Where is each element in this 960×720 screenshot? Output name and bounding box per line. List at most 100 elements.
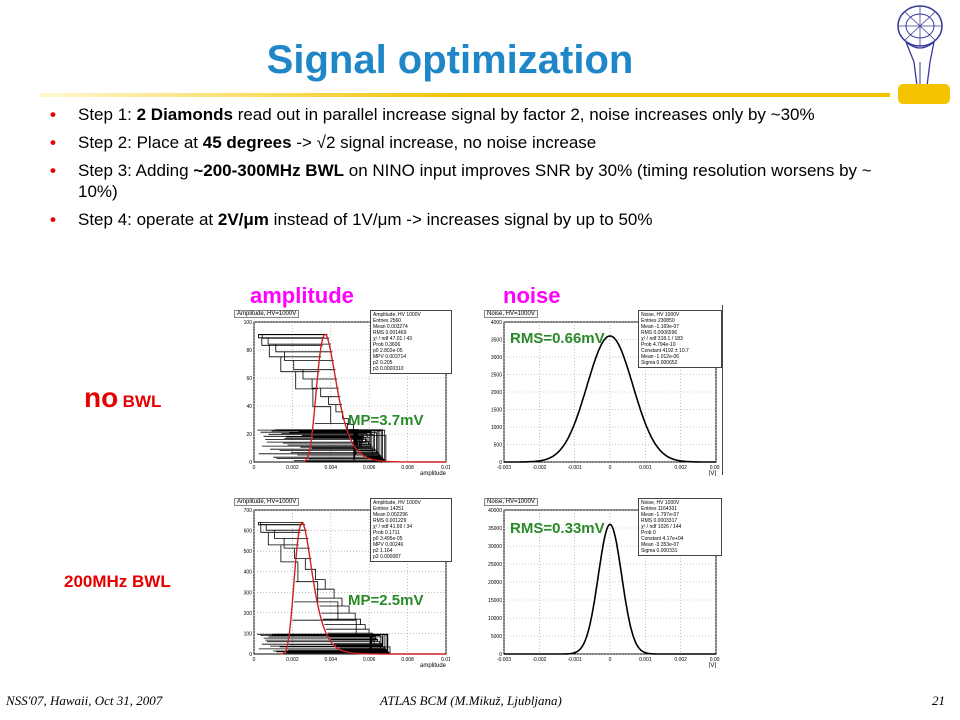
stats-row: p0 3.495e-05 xyxy=(373,536,403,542)
stats-row: p2 0.205 xyxy=(373,360,393,366)
y-tick-label: 200 xyxy=(244,611,253,617)
x-tick-label: 0.01 xyxy=(441,465,450,471)
bwl-row-label: 200MHz BWL xyxy=(64,572,171,591)
x-tick-label: 0 xyxy=(253,465,256,471)
divider-line xyxy=(722,305,723,475)
bullet-dot-icon: • xyxy=(50,161,56,180)
x-tick-label: -0.003 xyxy=(497,657,511,663)
y-tick-label: 25000 xyxy=(488,562,502,568)
stats-row: Noise, HV 1000V xyxy=(641,312,680,318)
y-tick-label: 30000 xyxy=(488,544,502,550)
y-tick-label: 4000 xyxy=(491,320,502,326)
stats-row: Entries 1164331 xyxy=(641,506,678,512)
bullet-list: • Step 1: 2 Diamonds read out in paralle… xyxy=(50,104,910,237)
x-tick-label: 0.006 xyxy=(363,465,376,471)
x-tick-label: 0.002 xyxy=(674,465,687,471)
stats-row: Mean -3.353e-07 xyxy=(641,542,680,548)
noise-plot-bwl: -0.003 -0.002 -0.001 0 0.001 0.002 0.003 0 5000 1… xyxy=(482,496,722,669)
stats-box: Amplitude, HV 1000V Entries 2560 Mean 0.00… xyxy=(370,310,452,374)
x-tick-label: 0.002 xyxy=(286,465,299,471)
x-tick-label: 0.003 xyxy=(710,657,720,663)
x-tick-label: 0 xyxy=(609,657,612,663)
noise-plot-no-bwl: -0.003 -0.002 -0.001 0 0.001 0.002 0.003 0 500 10… xyxy=(482,308,722,477)
y-tick-label: 0 xyxy=(249,460,252,466)
x-tick-label: 0.008 xyxy=(401,465,414,471)
bullet-item: • Step 2: Place at 45 degrees -> √2 sign… xyxy=(50,133,597,152)
stats-row: Mean -1.797e-07 xyxy=(641,512,680,518)
x-tick-label: -0.002 xyxy=(532,465,546,471)
y-tick-label: 1500 xyxy=(491,408,502,414)
stats-row: χ² / ndf 41.69 / 34 xyxy=(373,524,413,530)
plot-title: Amplitude, HV=1000V xyxy=(234,498,300,506)
stats-row: Entries 2560 xyxy=(373,318,402,324)
stats-row: p3 0.000087 xyxy=(373,554,401,560)
amplitude-plot-no-bwl: 0 0.002 0.004 0.006 0.008 0.01 0 20 40 60 80 100 amp… xyxy=(232,308,452,477)
stats-row: p3 0.0000310 xyxy=(373,366,404,372)
stats-row: Mean -1.169e-07 xyxy=(641,324,680,330)
stats-box: Noise, HV 1000V Entries 230850 Mean -1.169… xyxy=(638,310,722,368)
x-tick-label: 0.001 xyxy=(639,465,652,471)
x-tick-label: 0.006 xyxy=(363,657,376,663)
atlas-logo xyxy=(878,2,958,114)
x-tick-label: -0.003 xyxy=(497,465,511,471)
x-tick-label: 0.001 xyxy=(639,657,652,663)
rms-annotation-no-bwl: RMS=0.66mV xyxy=(510,330,605,347)
plot-title: Amplitude, HV=1000V xyxy=(234,310,300,318)
y-tick-label: 0 xyxy=(499,460,502,466)
stats-row: Mean 0.002296 xyxy=(373,512,408,518)
x-tick-label: 0.004 xyxy=(325,657,338,663)
footer-page-number: 21 xyxy=(932,693,945,708)
stats-row: p0 2.802e-05 xyxy=(373,348,403,354)
stats-row: p2 1.164 xyxy=(373,548,393,554)
stats-row: RMS 0.0003317 xyxy=(641,518,678,524)
stats-row: RMS 0.0006596 xyxy=(641,330,678,336)
stats-row: Constant 4.17e+04 xyxy=(641,536,684,542)
y-tick-label: 3500 xyxy=(491,338,502,344)
stats-row: Prob 0 xyxy=(641,530,656,536)
x-tick-label: 0.003 xyxy=(710,465,720,471)
plot-title: Noise, HV=1000V xyxy=(484,498,538,506)
noise-gaussian-curve xyxy=(504,523,716,655)
noise-gaussian-curve xyxy=(504,335,716,463)
x-axis-label: [V] xyxy=(709,471,717,476)
stats-row: Noise, HV 1000V xyxy=(641,500,680,506)
x-tick-label: -0.001 xyxy=(568,465,582,471)
y-tick-label: 100 xyxy=(244,631,253,637)
y-tick-label: 20 xyxy=(246,432,252,438)
bullet-dot-icon: • xyxy=(50,105,56,124)
y-tick-label: 400 xyxy=(244,570,253,576)
y-tick-label: 0 xyxy=(499,652,502,658)
stats-row: Mean -1.012e-06 xyxy=(641,354,680,360)
mp-annotation-no-bwl: MP=3.7mV xyxy=(348,412,424,429)
y-tick-label: 300 xyxy=(244,590,253,596)
y-tick-label: 40 xyxy=(246,404,252,410)
y-tick-label: 1000 xyxy=(491,425,502,431)
y-tick-label: 3000 xyxy=(491,355,502,361)
stats-row: Sigma 0.000652 xyxy=(641,360,678,366)
no-bwl-row-label: no BWL xyxy=(84,382,162,413)
stats-row: Constant 4192 ± 10.7 xyxy=(641,348,689,354)
y-tick-label: 500 xyxy=(244,549,253,555)
bullet-item: • Step 3: Adding ~200-300MHz BWL on NINO… xyxy=(50,161,872,201)
stats-row: Sigma 0.000331 xyxy=(641,548,678,554)
x-tick-label: 0.008 xyxy=(401,657,414,663)
stats-row: χ² / ndf 47.01 / 43 xyxy=(373,336,413,342)
landau-fit-curve xyxy=(279,521,446,655)
x-tick-label: 0.002 xyxy=(286,657,299,663)
x-tick-label: 0.004 xyxy=(325,465,338,471)
y-tick-label: 10000 xyxy=(488,616,502,622)
plot-title: Noise, HV=1000V xyxy=(484,310,538,318)
y-tick-label: 5000 xyxy=(491,634,502,640)
y-tick-label: 700 xyxy=(244,508,253,514)
stats-row: χ² / ndf 318.1 / 183 xyxy=(641,336,683,342)
stats-box: Amplitude, HV 1000V Entries 14251 Mean 0.0… xyxy=(370,498,452,562)
x-axis-label: amplitude xyxy=(420,663,447,668)
stats-box: Noise, HV 1000V Entries 1164331 Mean -1.79… xyxy=(638,498,722,556)
y-tick-label: 80 xyxy=(246,348,252,354)
y-tick-label: 60 xyxy=(246,376,252,382)
stats-row: Amplitude, HV 1000V xyxy=(373,500,421,506)
x-axis-label: [V] xyxy=(709,663,717,668)
y-tick-label: 35000 xyxy=(488,526,502,532)
x-tick-label: 0 xyxy=(253,657,256,663)
stats-row: Mean 0.003274 xyxy=(373,324,408,330)
